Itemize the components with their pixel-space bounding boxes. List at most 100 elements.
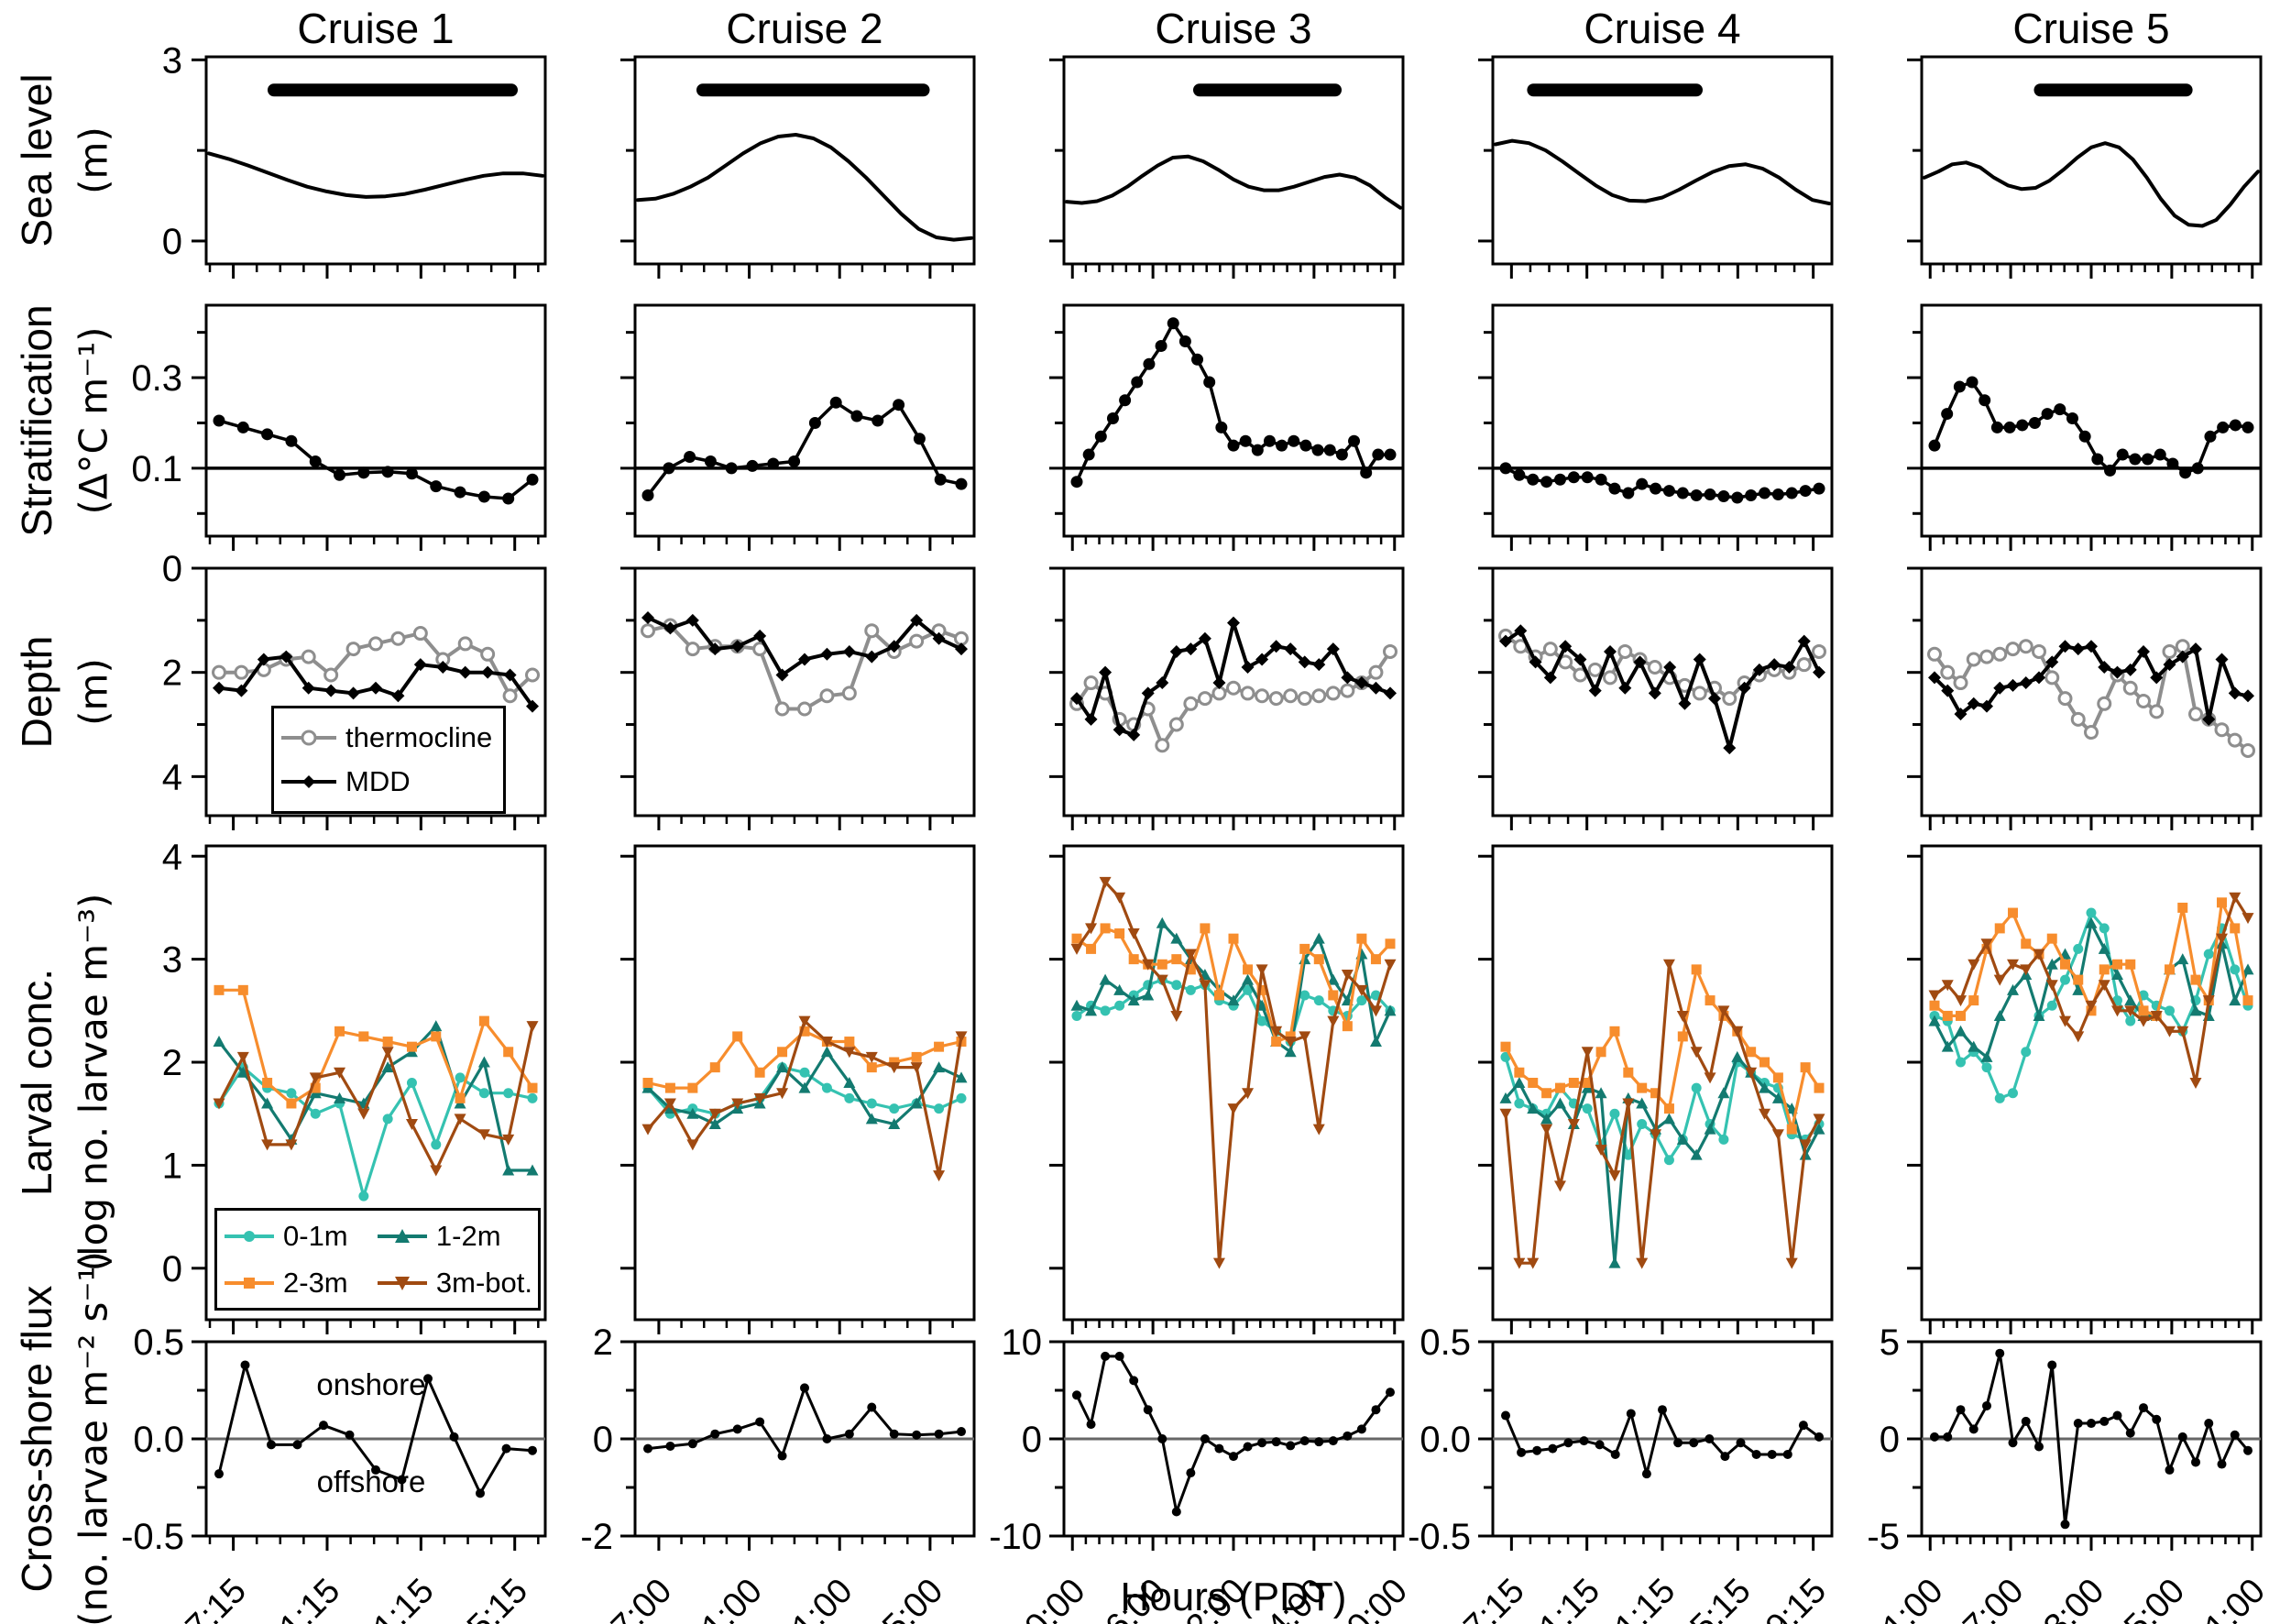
svg-text:01:15: 01:15 [353,1572,442,1624]
x-axis-label: Hours (PDT) [1120,1575,1347,1619]
panel-larval-conc-1: 0 1 2 3 4 [162,837,547,1334]
larval-2-3m-line-icon [225,1277,274,1289]
legend-label: thermocline [345,721,493,753]
panel-depth-1: 0 2 4 [162,549,547,830]
panel-larval-conc-2 [620,844,976,1334]
legend-item-thermocline: thermocline [280,721,498,754]
svg-text:3: 3 [162,940,182,981]
svg-text:-2: -2 [580,1517,613,1557]
svg-text:5: 5 [1880,1322,1900,1363]
svg-text:0.0: 0.0 [133,1420,184,1460]
column-title-cruise-3: Cruise 3 [1155,5,1312,52]
larval-0-1m-line-icon [225,1230,274,1242]
panel-sea-level-2 [620,55,976,279]
panel-sea-level-4 [1478,55,1834,279]
panel-stratification-4 [1478,303,1834,551]
column-title-cruise-1: Cruise 1 [297,5,455,52]
panel-sea-level-1: 03 [162,40,547,279]
svg-text:1: 1 [162,1146,182,1186]
panel-sea-level-5 [1907,55,2263,279]
panel-stratification-5 [1907,303,2263,551]
svg-text:11:00: 11:00 [1864,1572,1951,1624]
larval-legend: 0-1m 1-2m 2-3m 3m-bot. [214,1208,541,1311]
thermocline-line-icon [281,730,336,746]
svg-text:-5: -5 [1867,1517,1900,1557]
svg-text:-0.5: -0.5 [121,1517,184,1557]
row-label-cross-shore-flux: Cross-shore flux [13,1285,60,1593]
panel-larval-conc-4 [1478,844,1834,1334]
larval-1-2m-line-icon [377,1228,427,1243]
svg-text:09:15: 09:15 [1745,1572,1834,1624]
panel-stratification-1: 0.1 0.3 [131,303,547,551]
svg-text:01:15: 01:15 [1594,1572,1683,1624]
legend-item-2-3m: 2-3m [223,1267,376,1300]
panel-stratification-3 [1049,303,1405,551]
svg-text:05:00: 05:00 [861,1572,950,1624]
legend-item-1-2m: 1-2m [376,1220,532,1253]
svg-text:2: 2 [593,1322,613,1363]
svg-text:21:00: 21:00 [681,1572,770,1624]
annotation-onshore: onshore [316,1367,426,1401]
svg-text:4: 4 [162,837,182,877]
row-units-sea-level: (m) [71,126,116,194]
legend-label: 3m-bot. [435,1266,532,1299]
row-units-cross-shore-flux: (no. larvae m⁻² s⁻¹) [71,1251,116,1624]
mdd-line-icon [281,775,336,788]
panel-sea-level-3 [1049,55,1405,279]
legend-label: MDD [345,765,411,797]
panel-stratification-2 [620,303,976,551]
panel-depth-3 [1049,566,1405,830]
larval-3m-bot-line-icon [377,1276,427,1290]
svg-text:0.0: 0.0 [1420,1420,1471,1460]
panel-depth-2 [620,566,976,830]
svg-text:0.5: 0.5 [133,1322,184,1363]
row-label-stratification: Stratification [13,304,60,537]
svg-text:17:15: 17:15 [1443,1572,1532,1624]
svg-text:21:15: 21:15 [1518,1572,1607,1624]
svg-text:2: 2 [162,1043,182,1083]
svg-text:2: 2 [162,653,182,694]
svg-text:05:00: 05:00 [2103,1572,2192,1624]
annotation-offshore: offshore [316,1465,426,1498]
panel-depth-4 [1478,566,1834,830]
svg-text:-10: -10 [989,1517,1042,1557]
svg-text:21:15: 21:15 [258,1572,347,1624]
svg-text:0: 0 [593,1420,613,1460]
svg-text:4: 4 [162,757,182,797]
svg-text:11:00: 11:00 [2186,1572,2273,1624]
row-units-larval-conc: (log no. larvae m⁻³) [71,893,116,1272]
column-title-cruise-5: Cruise 5 [2012,5,2170,52]
svg-text:0: 0 [1880,1420,1900,1460]
column-title-cruise-2: Cruise 2 [726,5,883,52]
svg-text:0: 0 [1022,1420,1042,1460]
svg-text:01:00: 01:00 [772,1572,860,1624]
svg-text:17:00: 17:00 [1943,1572,2032,1624]
legend-item-3m-bot: 3m-bot. [376,1267,532,1300]
svg-text:05:15: 05:15 [1670,1572,1759,1624]
panel-depth-5 [1907,566,2263,830]
panel-cross-shore-flux-2: 17:00 21:00 01:00 05:00 2 0 -2 [580,1322,976,1624]
row-label-larval-conc: Larval conc. [13,968,60,1197]
svg-text:0: 0 [162,549,182,589]
svg-text:0: 0 [162,222,182,262]
svg-text:17:15: 17:15 [165,1572,254,1624]
svg-text:17:00: 17:00 [590,1572,679,1624]
svg-text:-0.5: -0.5 [1408,1517,1471,1557]
panel-larval-conc-5 [1907,844,2263,1334]
svg-text:0.3: 0.3 [131,358,182,399]
column-title-cruise-4: Cruise 4 [1584,5,1741,52]
legend-label: 2-3m [283,1266,348,1299]
depth-legend: thermocline MDD [271,706,506,814]
legend-item-mdd: MDD [280,765,498,798]
svg-text:10: 10 [1002,1322,1043,1363]
legend-label: 1-2m [435,1219,501,1252]
row-label-depth: Depth [13,635,60,749]
legend-item-0-1m: 0-1m [223,1220,376,1253]
row-units-depth: (m) [71,658,116,726]
svg-text:0.1: 0.1 [131,449,182,489]
row-units-stratification: (Δ°C m⁻¹) [71,326,116,515]
